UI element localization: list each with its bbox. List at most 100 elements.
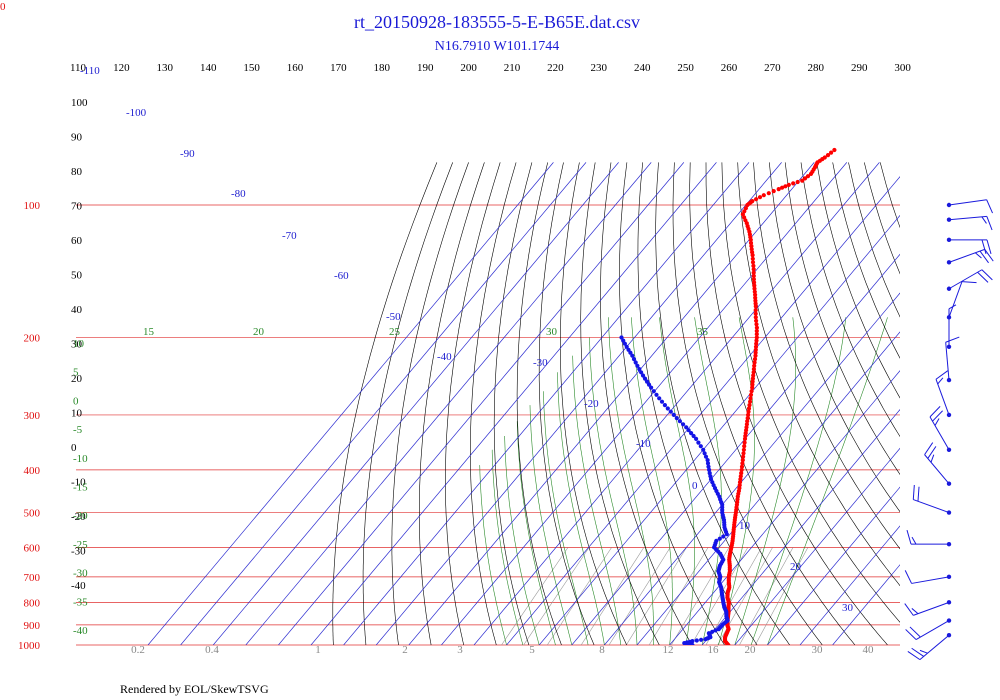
temperature-point: [741, 451, 746, 456]
temperature-point: [750, 256, 755, 261]
wind-barb-staff: [948, 199, 987, 206]
wind-barb-flag: [906, 530, 912, 545]
dewpoint-point: [702, 451, 707, 456]
dewpoint-point: [686, 428, 691, 433]
dewpoint-point: [646, 382, 652, 387]
pressure-tick-label: 600: [24, 542, 41, 554]
moist-adiabat-label: 25: [389, 326, 401, 338]
isotherm-line: [538, 214, 900, 645]
potential-temperature-label: 300: [894, 62, 911, 74]
moist-adiabat-label: 15: [143, 326, 155, 338]
wind-barb-flag: [924, 442, 934, 455]
wind-barb-flag: [979, 250, 989, 264]
potential-temperature-label: 170: [330, 62, 347, 74]
temperature-point: [751, 267, 756, 272]
dry-adiabat-label: 30: [71, 339, 83, 351]
dewpoint-point: [698, 444, 703, 449]
temperature-point: [748, 392, 754, 397]
temperature-point: [750, 385, 755, 390]
temperature-point: [754, 325, 760, 330]
isotherm-line: [375, 162, 782, 645]
moist-adiabat-lines: [479, 317, 888, 645]
wind-barb-flag: [904, 570, 913, 584]
moist-adiabat-label: -10: [73, 453, 88, 465]
isotherm-label: 30: [842, 602, 854, 614]
wind-barb: [945, 336, 960, 383]
dewpoint-point: [689, 431, 694, 436]
dewpoint-point: [630, 353, 635, 358]
dry-adiabat-label: 10: [71, 408, 83, 420]
wind-barb-flag: [934, 418, 940, 426]
dewpoint-point: [659, 399, 665, 404]
temperature-point: [803, 176, 808, 181]
temperature-point: [742, 440, 747, 445]
moist-adiabat-line: [529, 405, 573, 645]
dewpoint-point: [651, 389, 656, 394]
temperature-point: [752, 283, 757, 288]
potential-temperature-label: 160: [287, 62, 304, 74]
mixing-ratio-label: 8: [599, 644, 605, 656]
potential-temperature-label: 140: [200, 62, 217, 74]
dry-adiabat-line: [784, 162, 900, 475]
temperature-point: [791, 181, 796, 186]
wind-barb: [946, 215, 993, 231]
temperature-point: [740, 458, 745, 463]
wind-barb: [904, 570, 952, 584]
dewpoint-point: [677, 419, 683, 424]
moist-adiabat-line: [631, 317, 673, 645]
mixing-ratio-label: 3: [457, 644, 463, 656]
dry-adiabat-line: [769, 162, 900, 513]
moist-adiabat-line: [516, 421, 556, 645]
temperature-point: [761, 193, 766, 198]
potential-temperature-label: 230: [591, 62, 608, 74]
wind-barb-staff: [935, 379, 950, 416]
dewpoint-series: [619, 335, 730, 645]
footer-credit: Rendered by EOL/SkewTSVG: [120, 682, 269, 696]
pressure-tick-label: 900: [24, 620, 41, 632]
isotherm-lines: [147, 162, 900, 645]
temperature-point: [786, 182, 791, 187]
dry-adiabat-label: -20: [71, 511, 86, 523]
dry-adiabat-line: [800, 162, 900, 438]
dry-adiabat-line: [705, 162, 888, 645]
chart-subtitle: N16.7910 W101.1744: [435, 39, 560, 54]
wind-barb-flag: [981, 269, 993, 281]
wind-barb: [946, 199, 993, 214]
wind-barb-flag: [948, 304, 957, 310]
moist-adiabat-label: 5: [73, 367, 79, 379]
isotherm-line: [212, 162, 619, 645]
mixing-ratio-label: 16: [708, 644, 720, 656]
temperature-point: [747, 403, 752, 408]
isotherm-label: -70: [282, 230, 297, 242]
isotherm-line: [180, 162, 587, 645]
wind-barb: [946, 248, 994, 265]
wind-barb-flag: [909, 626, 921, 638]
dewpoint-point: [644, 379, 650, 384]
dewpoint-point: [635, 363, 640, 368]
wind-barb-flag: [981, 216, 987, 224]
dry-adiabat-line: [419, 162, 485, 645]
dewpoint-point: [707, 471, 712, 476]
temperature-point: [750, 376, 756, 381]
dewpoint-point: [684, 425, 689, 430]
isotherm-label: -90: [180, 148, 195, 160]
temperature-point: [750, 199, 755, 204]
temperature-point: [754, 338, 759, 343]
temperature-point: [754, 328, 759, 334]
wind-barb: [924, 442, 952, 486]
mixing-ratio-line: [608, 547, 671, 645]
isotherm-label: -110: [80, 65, 100, 77]
dewpoint-point: [639, 370, 644, 375]
isotherm-line: [147, 162, 554, 645]
dewpoint-point: [657, 396, 662, 401]
temperature-point: [754, 332, 759, 337]
moist-adiabat-label: -15: [73, 482, 88, 494]
dewpoint-point: [707, 467, 712, 472]
isotherm-line: [767, 486, 900, 645]
mixing-ratio-line: [501, 547, 569, 645]
wind-barb: [935, 370, 952, 418]
moist-adiabat-line: [734, 317, 796, 645]
dry-adiabat-label: -30: [71, 546, 86, 558]
wind-barb-flag: [977, 271, 989, 283]
